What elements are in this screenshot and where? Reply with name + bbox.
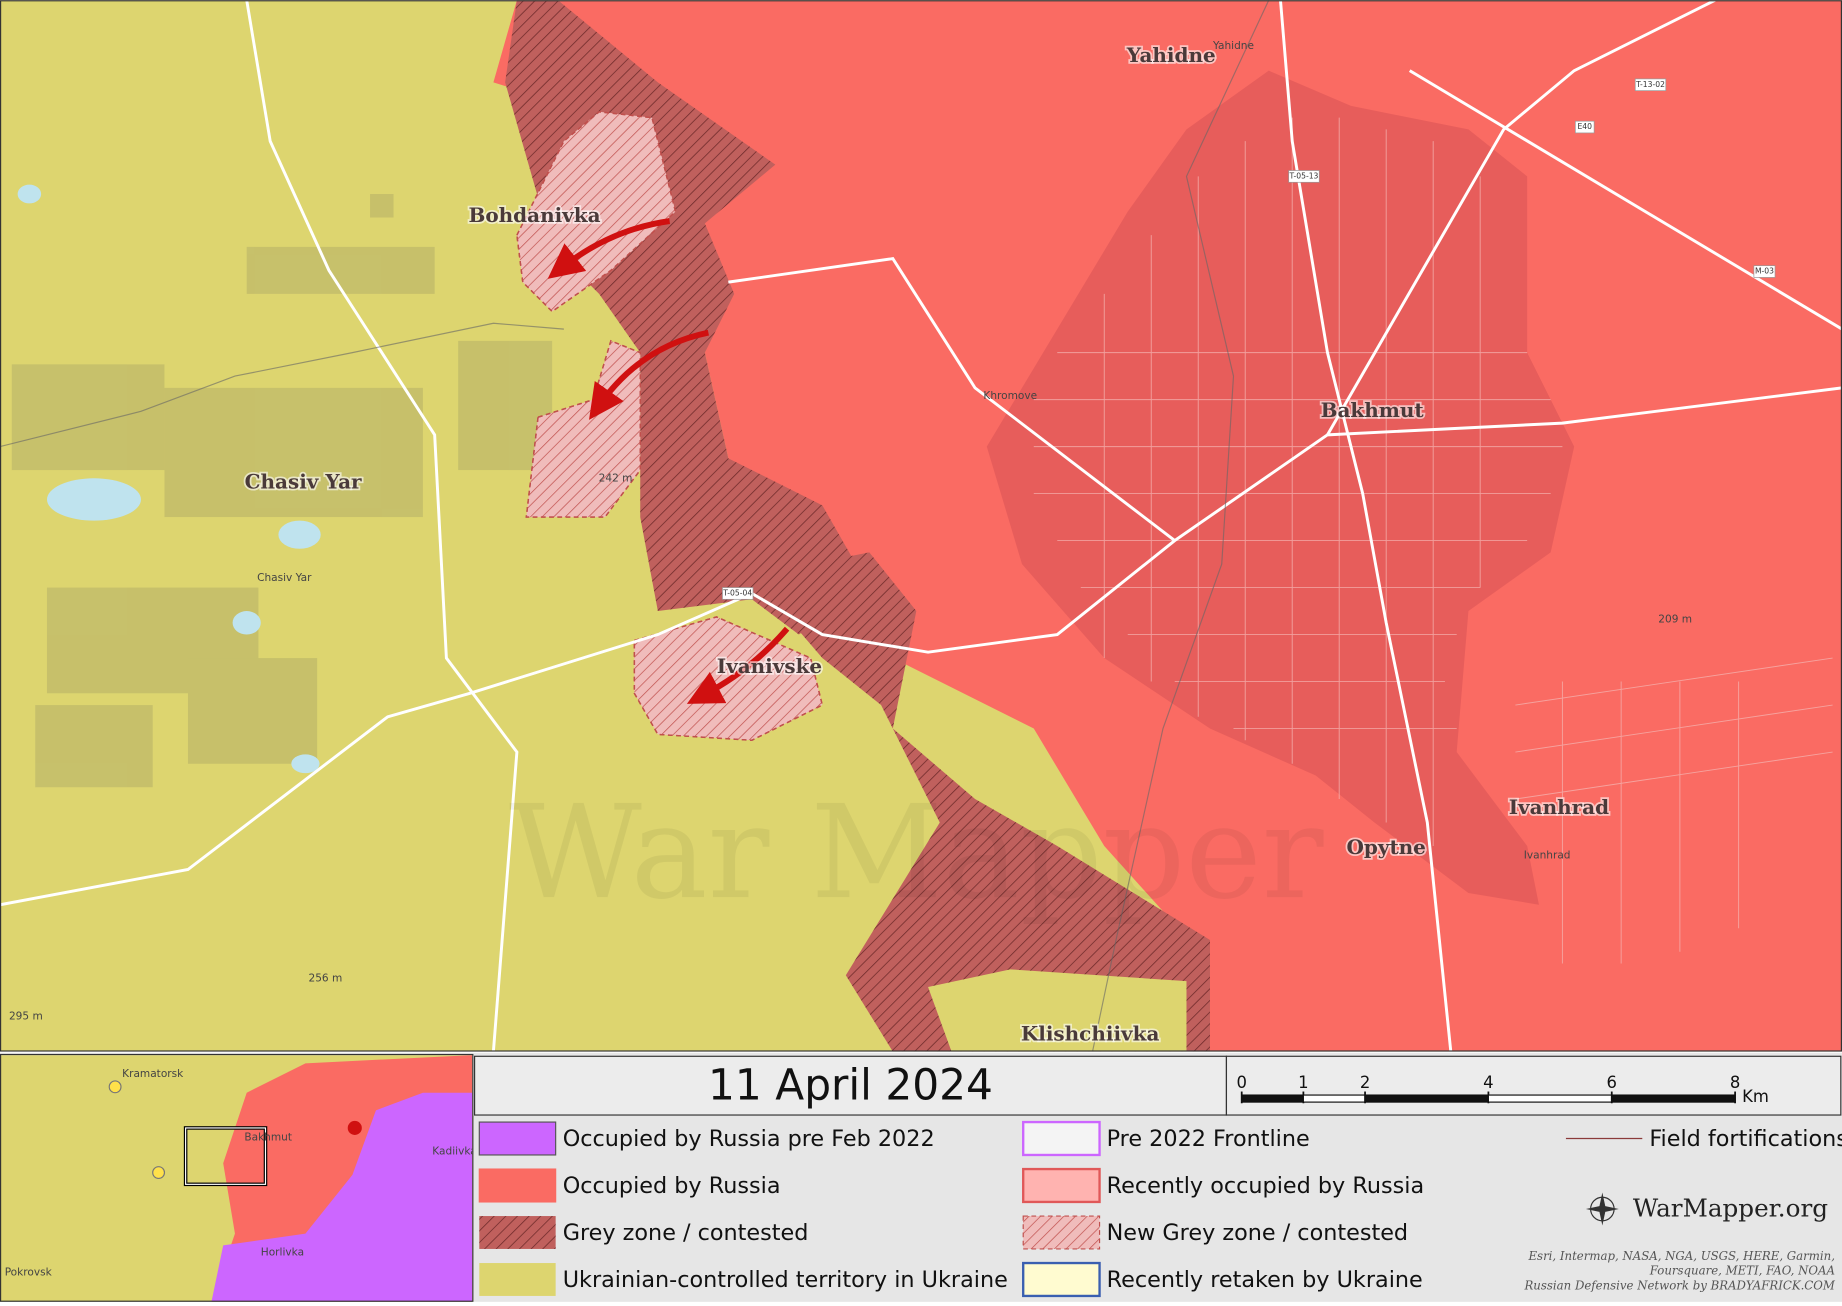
legend-swatch	[1022, 1261, 1101, 1298]
scale-segment	[1302, 1094, 1366, 1103]
legend-swatch-hatch	[479, 1216, 556, 1249]
inset-label: Horlivka	[261, 1246, 304, 1258]
legend-swatch	[479, 1263, 556, 1296]
road-shields: T-05-04 T-05-13 M-03 T-13-02 E40	[722, 78, 1776, 600]
inset-label: Kadiivka	[432, 1145, 476, 1157]
place-label: Ivanhrad	[1509, 795, 1609, 819]
road-label: T-13-02	[1635, 80, 1665, 89]
credits: Esri, Intermap, NASA, NGA, USGS, HERE, G…	[1527, 1249, 1834, 1263]
branding: WarMapper.org Esri, Intermap, NASA, NGA,…	[1523, 1192, 1836, 1293]
inset-label: Pokrovsk	[5, 1266, 53, 1278]
scale-segment	[1611, 1094, 1736, 1103]
scale-box	[1225, 1055, 1842, 1116]
legend-swatch	[1022, 1120, 1101, 1157]
place-label: Ivanivske	[717, 654, 822, 678]
attack-arrows	[547, 218, 790, 704]
scale-tick-label: 6	[1607, 1073, 1617, 1092]
place-label: Yahidne	[1126, 43, 1216, 67]
legend-label: Occupied by Russia pre Feb 2022	[563, 1126, 935, 1152]
legend-swatch	[1022, 1167, 1101, 1204]
scale-tick-label: 4	[1483, 1073, 1493, 1092]
legend-swatch	[478, 1168, 557, 1203]
settlements	[11, 194, 553, 788]
street-grid	[1033, 117, 1833, 964]
inset-frame	[0, 1053, 474, 1302]
scale-unit: Km	[1742, 1087, 1769, 1106]
credits: Foursquare, METI, FAO, NOAA	[1649, 1263, 1835, 1277]
small-place-label: Chasiv Yar	[257, 572, 312, 584]
scale-tick-label: 8	[1730, 1073, 1740, 1092]
legend-label: Recently occupied by Russia	[1107, 1173, 1425, 1199]
scale-segment	[1241, 1094, 1304, 1103]
legend-label: New Grey zone / contested	[1107, 1220, 1409, 1246]
compass-icon	[1585, 1192, 1619, 1226]
inset-label: Bakhmut	[244, 1131, 292, 1143]
place-label: Bakhmut	[1321, 398, 1425, 422]
legend-swatch	[478, 1121, 557, 1156]
small-place-label: Khromove	[983, 390, 1037, 402]
legend-swatch-hatch	[1023, 1216, 1100, 1249]
legend-label: Recently retaken by Ukraine	[1107, 1267, 1423, 1293]
legend-label: Field fortifications	[1649, 1126, 1842, 1152]
scale-bar: 0 1 2 4 6 8Km	[1236, 1073, 1768, 1106]
elevation-label: 242 m	[599, 472, 633, 484]
road-label: M-03	[1755, 267, 1774, 276]
place-label: Klishchiivka	[1021, 1022, 1160, 1046]
inset-label: Kramatorsk	[122, 1068, 184, 1080]
roads	[0, 0, 1842, 1052]
ukraine-pocket	[928, 969, 1187, 1052]
elevation-label: 295 m	[9, 1010, 43, 1022]
road-label: E40	[1577, 122, 1592, 131]
place-label: Opytne	[1346, 835, 1425, 859]
map-frame	[0, 0, 1842, 1052]
place-label: Chasiv Yar	[245, 470, 362, 494]
credits: Russian Defensive Network by BRADYAFRICK…	[1523, 1279, 1835, 1293]
date-box	[474, 1055, 1228, 1116]
small-place-label: Ivanhrad	[1524, 849, 1571, 861]
legend-label: Ukrainian-controlled territory in Ukrain…	[563, 1267, 1008, 1293]
scale-segment	[1364, 1094, 1489, 1103]
elevation-label: 256 m	[308, 973, 342, 985]
road-label: T-05-04	[722, 588, 752, 597]
grey-zone-south-hatch	[751, 552, 1210, 1052]
scale-tick-label: 2	[1360, 1073, 1370, 1092]
date: 11 April 2024	[708, 1061, 993, 1110]
scale-tick-label: 0	[1236, 1073, 1246, 1092]
legend-label: Grey zone / contested	[563, 1220, 809, 1246]
railways	[0, 0, 1270, 1052]
main-map: War Mapper Bohdanivka Chasiv Yar Ivanivs…	[0, 0, 1842, 1052]
watermark: War Mapper	[509, 778, 1324, 928]
road-label: T-05-13	[1289, 171, 1319, 180]
elevation-label: 209 m	[1658, 613, 1692, 625]
legend-label: Pre 2022 Frontline	[1107, 1126, 1310, 1152]
legend-label: Occupied by Russia	[563, 1173, 781, 1199]
brand: WarMapper.org	[1633, 1194, 1828, 1223]
inset-map: Kramatorsk Bakhmut Kadiivka Horlivka Pok…	[0, 1055, 476, 1302]
scale-tick-label: 1	[1298, 1073, 1308, 1092]
small-place-label: Yahidne	[1212, 40, 1254, 52]
place-label: Bohdanivka	[468, 203, 600, 227]
bakhmut-urban	[986, 70, 1575, 905]
legend: Occupied by Russia pre Feb 2022 Occupied…	[478, 1120, 1842, 1298]
scale-segment	[1487, 1094, 1613, 1103]
